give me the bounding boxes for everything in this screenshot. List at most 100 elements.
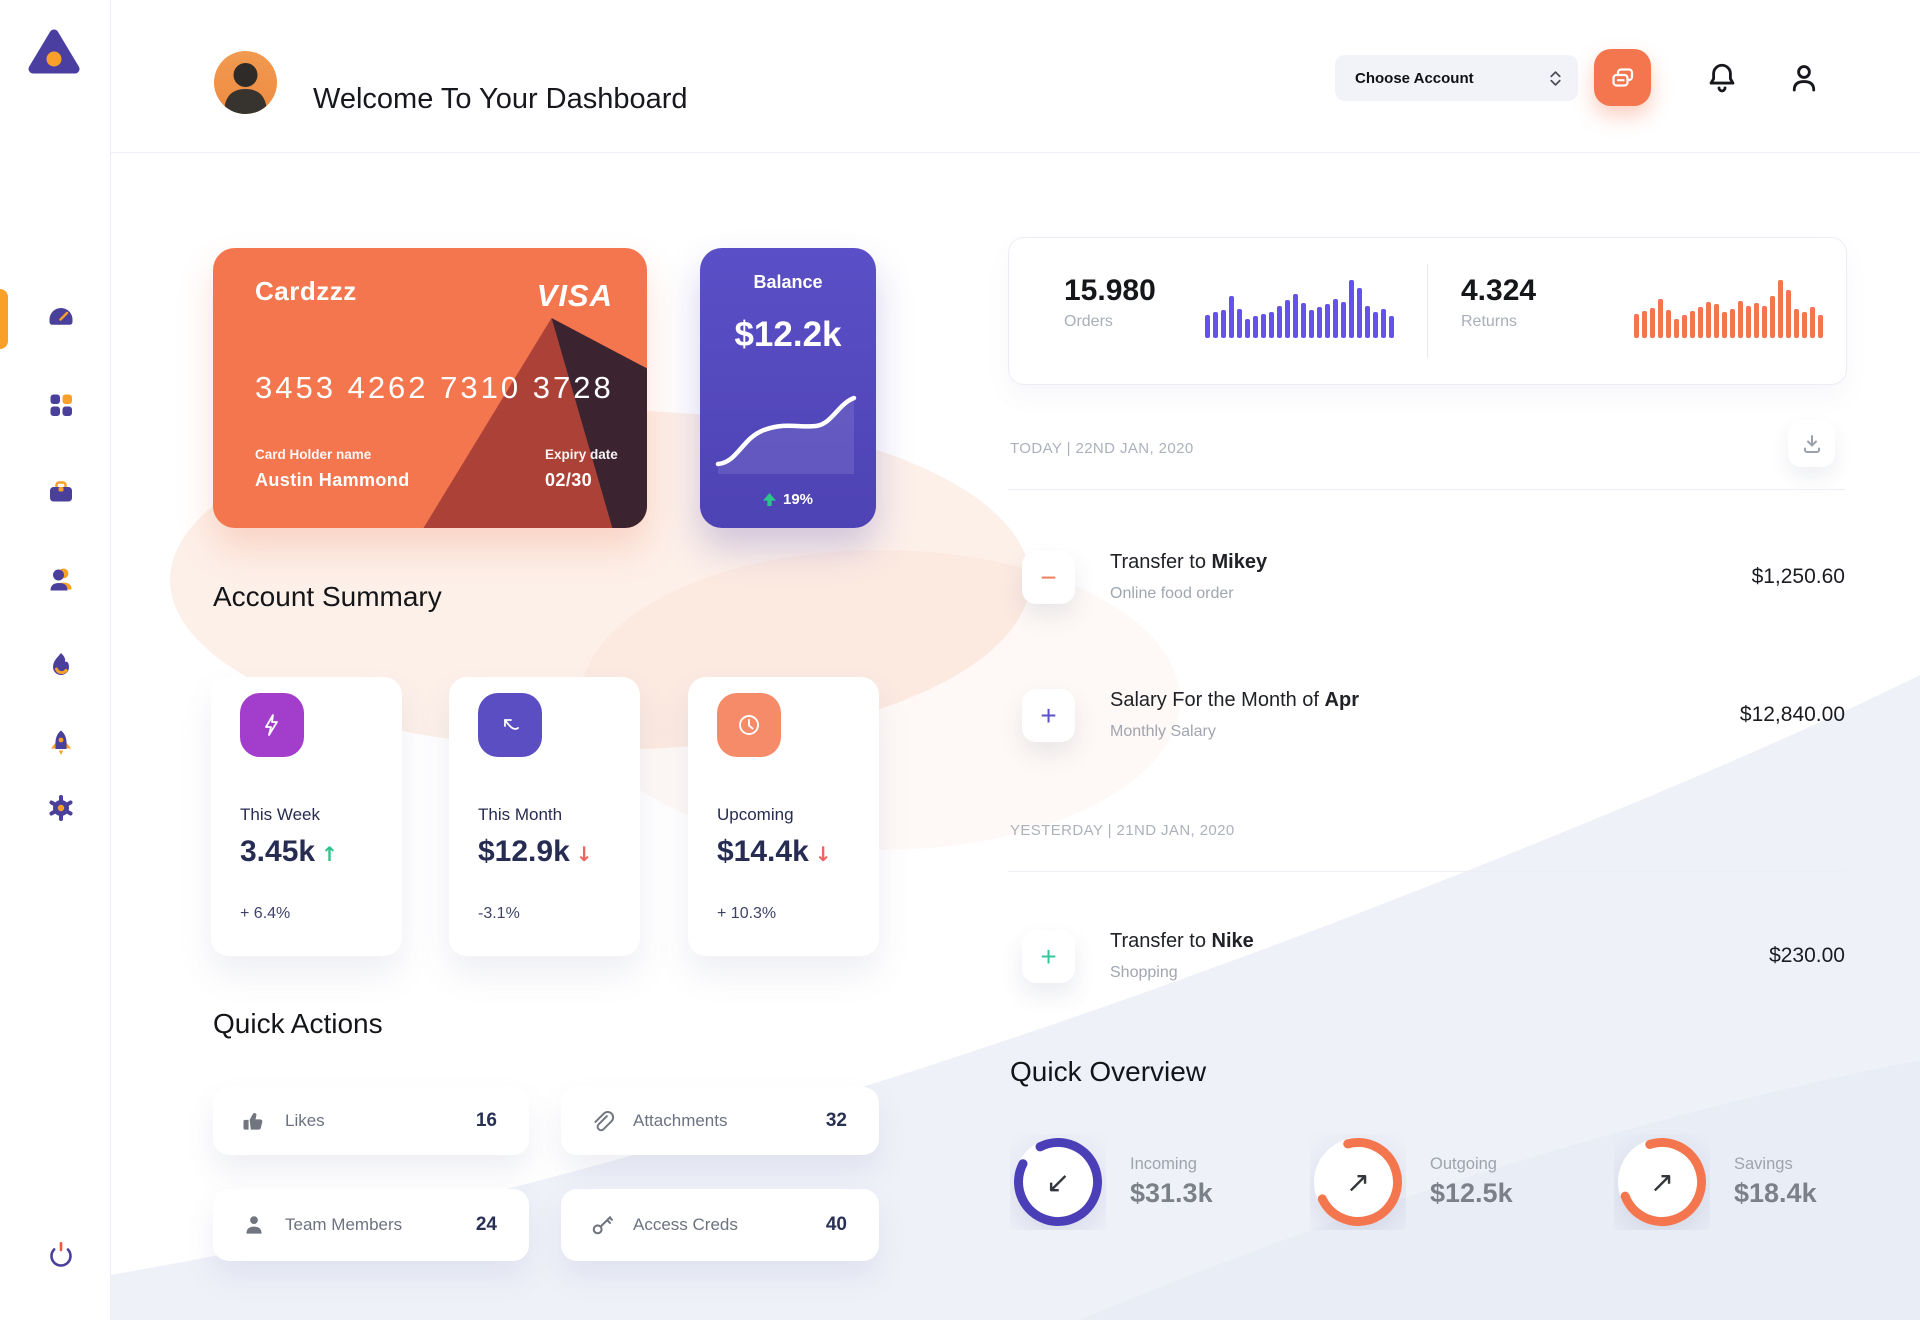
account-summary-title: Account Summary (213, 581, 442, 612)
quick-action-likes[interactable]: Likes 16 (213, 1087, 529, 1155)
transaction-amount: $12,840.00 (1739, 703, 1845, 726)
outgoing-ring-chart: ↗ (1310, 1134, 1406, 1230)
bell-icon (1709, 63, 1735, 93)
visa-logo: VISA (536, 278, 613, 313)
overview-outgoing: ↗ Outgoing $12.5k (1310, 1134, 1513, 1230)
transaction-subtitle: Shopping (1110, 964, 1178, 981)
sidebar-item-work[interactable] (46, 478, 80, 512)
profile-button[interactable] (1786, 60, 1823, 97)
overview-label: Incoming (1130, 1155, 1197, 1173)
down-left-arrow-icon: ↙ (1045, 1165, 1071, 1199)
quick-action-label: Likes (285, 1111, 325, 1130)
summary-card-this-week: This Week 3.45k ↑ + 6.4% (211, 677, 402, 956)
download-icon (1803, 434, 1820, 453)
up-right-arrow-icon: ↗ (1649, 1165, 1675, 1199)
orders-returns-card: 15.980 Orders 4.324 Returns (1008, 237, 1847, 385)
summary-card-this-month: This Month $12.9k ↓ -3.1% (449, 677, 640, 956)
bank-card: Cardzzz VISA 3453 4262 7310 3728 Card Ho… (213, 248, 647, 528)
quick-action-team-members[interactable]: Team Members 24 (213, 1189, 529, 1261)
flame-icon (53, 653, 69, 675)
card-number: 3453 4262 7310 3728 (255, 370, 614, 405)
sidebar (0, 0, 111, 1320)
summary-value: $14.4k ↓ (717, 835, 832, 868)
account-select-label: Choose Account (1355, 69, 1474, 87)
lightning-icon (240, 693, 304, 757)
overview-value: $12.5k (1430, 1178, 1513, 1208)
messages-button[interactable] (1594, 49, 1651, 106)
speedometer-icon (49, 308, 73, 325)
summary-value: 3.45k ↑ (240, 835, 338, 868)
summary-label: This Month (478, 805, 563, 824)
sidebar-item-settings[interactable] (46, 793, 80, 827)
header-divider (110, 152, 1920, 153)
user-avatar[interactable] (214, 51, 277, 114)
orders-label: Orders (1064, 313, 1113, 330)
account-select[interactable]: Choose Account (1335, 55, 1578, 101)
summary-delta: + 6.4% (240, 905, 291, 922)
orders-value: 15.980 (1064, 274, 1156, 307)
card-expiry-label: Expiry date (545, 447, 618, 462)
avatar-photo (224, 63, 267, 114)
quick-action-attachments[interactable]: Attachments 32 (561, 1087, 879, 1155)
overview-incoming: ↙ Incoming $31.3k (1010, 1134, 1213, 1230)
overview-savings: ↗ Savings $18.4k (1614, 1134, 1817, 1230)
logout-button[interactable] (46, 1240, 80, 1274)
summary-label: Upcoming (717, 805, 794, 824)
quick-actions-title: Quick Actions (213, 1008, 383, 1039)
page-title: Welcome To Your Dashboard (313, 83, 688, 116)
returns-value: 4.324 (1461, 274, 1537, 307)
transactions-date-yesterday: YESTERDAY | 21ND JAN, 2020 (1010, 822, 1235, 839)
up-right-arrow-icon: ↗ (1345, 1165, 1371, 1199)
transaction-row-salary[interactable]: + Salary For the Month of Apr Monthly Sa… (1008, 689, 1845, 749)
returns-label: Returns (1461, 313, 1518, 330)
balance-change: 19% (700, 491, 876, 508)
app-logo[interactable] (26, 24, 82, 80)
returns-bar-chart (1634, 278, 1823, 338)
transaction-row-nike[interactable]: + Transfer to Nike Shopping $230.00 (1008, 930, 1845, 990)
overview-value: $31.3k (1130, 1178, 1213, 1208)
overview-label: Outgoing (1430, 1155, 1497, 1173)
grid-icon (50, 394, 72, 416)
quick-action-access-creds[interactable]: Access Creds 40 (561, 1189, 879, 1261)
quick-action-count: 32 (825, 1110, 847, 1131)
sidebar-item-apps[interactable] (46, 390, 80, 424)
sidebar-item-launch[interactable] (46, 728, 80, 762)
power-icon (50, 1241, 72, 1267)
logo-triangle-icon (28, 29, 80, 74)
quick-action-count: 24 (475, 1214, 497, 1235)
paperclip-icon (594, 1110, 615, 1132)
card-holder-name: Austin Hammond (255, 470, 410, 490)
transactions-date-today: TODAY | 22ND JAN, 2020 (1010, 440, 1194, 457)
trend-arrow-icon (478, 693, 542, 757)
person-icon (50, 568, 72, 591)
transaction-row-mikey[interactable]: − Transfer to Mikey Online food order $1… (1008, 551, 1845, 611)
sidebar-item-team[interactable] (46, 565, 80, 599)
quick-action-label: Attachments (633, 1111, 728, 1130)
summary-card-upcoming: Upcoming $14.4k ↓ + 10.3% (688, 677, 879, 956)
quick-action-count: 16 (475, 1110, 497, 1131)
sidebar-item-activity[interactable] (46, 650, 80, 684)
summary-delta: + 10.3% (717, 905, 777, 922)
transaction-title: Transfer to Mikey (1110, 551, 1268, 573)
transaction-subtitle: Online food order (1110, 585, 1234, 602)
chevron-updown-icon (1550, 70, 1561, 86)
download-button[interactable] (1788, 420, 1835, 467)
trend-up-arrow: ↑ (321, 842, 338, 866)
summary-value: $12.9k ↓ (478, 835, 593, 868)
card-expiry: 02/30 (545, 470, 593, 490)
orders-stat: 15.980 Orders (1064, 274, 1156, 331)
plus-icon: + (1022, 930, 1075, 983)
summary-delta: -3.1% (478, 905, 520, 922)
transaction-subtitle: Monthly Salary (1110, 723, 1216, 740)
overview-value: $18.4k (1734, 1178, 1817, 1208)
minus-icon: − (1022, 551, 1075, 604)
notifications-button[interactable] (1704, 60, 1741, 97)
stats-divider (1427, 264, 1428, 358)
summary-label: This Week (240, 805, 320, 824)
orders-bar-chart (1205, 278, 1394, 338)
chat-bubbles-icon (1611, 67, 1633, 87)
key-icon (592, 1216, 613, 1235)
quick-action-count: 40 (825, 1214, 847, 1235)
likes-hand-icon (243, 1113, 263, 1130)
sidebar-item-dashboard[interactable] (46, 302, 80, 336)
